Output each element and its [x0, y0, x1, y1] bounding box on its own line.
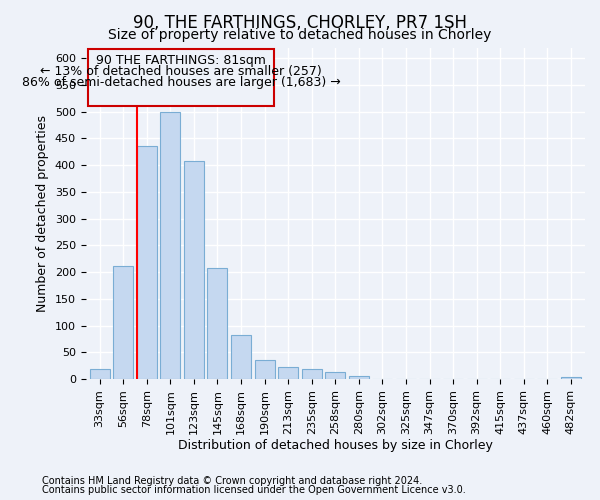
Bar: [325, 372, 345, 379]
Text: ← 13% of detached houses are smaller (257): ← 13% of detached houses are smaller (25…: [40, 65, 322, 78]
Bar: [113, 266, 133, 379]
Bar: [561, 377, 581, 379]
Bar: [443, 378, 463, 379]
Text: 90, THE FARTHINGS, CHORLEY, PR7 1SH: 90, THE FARTHINGS, CHORLEY, PR7 1SH: [133, 14, 467, 32]
Y-axis label: Number of detached properties: Number of detached properties: [36, 115, 49, 312]
Bar: [396, 378, 416, 379]
Text: Size of property relative to detached houses in Chorley: Size of property relative to detached ho…: [109, 28, 491, 42]
Bar: [89, 370, 110, 379]
Bar: [514, 378, 534, 379]
Bar: [537, 378, 557, 379]
Bar: [302, 370, 322, 379]
Bar: [278, 368, 298, 379]
Bar: [254, 360, 275, 379]
Text: Contains public sector information licensed under the Open Government Licence v3: Contains public sector information licen…: [42, 485, 466, 495]
FancyBboxPatch shape: [88, 49, 274, 106]
Bar: [184, 161, 204, 379]
Bar: [160, 112, 181, 379]
Bar: [137, 146, 157, 379]
Bar: [467, 378, 487, 379]
Text: 86% of semi-detached houses are larger (1,683) →: 86% of semi-detached houses are larger (…: [22, 76, 340, 89]
Bar: [208, 268, 227, 379]
Bar: [419, 378, 440, 379]
Text: 90 THE FARTHINGS: 81sqm: 90 THE FARTHINGS: 81sqm: [96, 54, 266, 68]
Bar: [373, 378, 392, 379]
Bar: [231, 334, 251, 379]
Bar: [349, 376, 369, 379]
Text: Contains HM Land Registry data © Crown copyright and database right 2024.: Contains HM Land Registry data © Crown c…: [42, 476, 422, 486]
Bar: [490, 378, 510, 379]
X-axis label: Distribution of detached houses by size in Chorley: Distribution of detached houses by size …: [178, 440, 493, 452]
